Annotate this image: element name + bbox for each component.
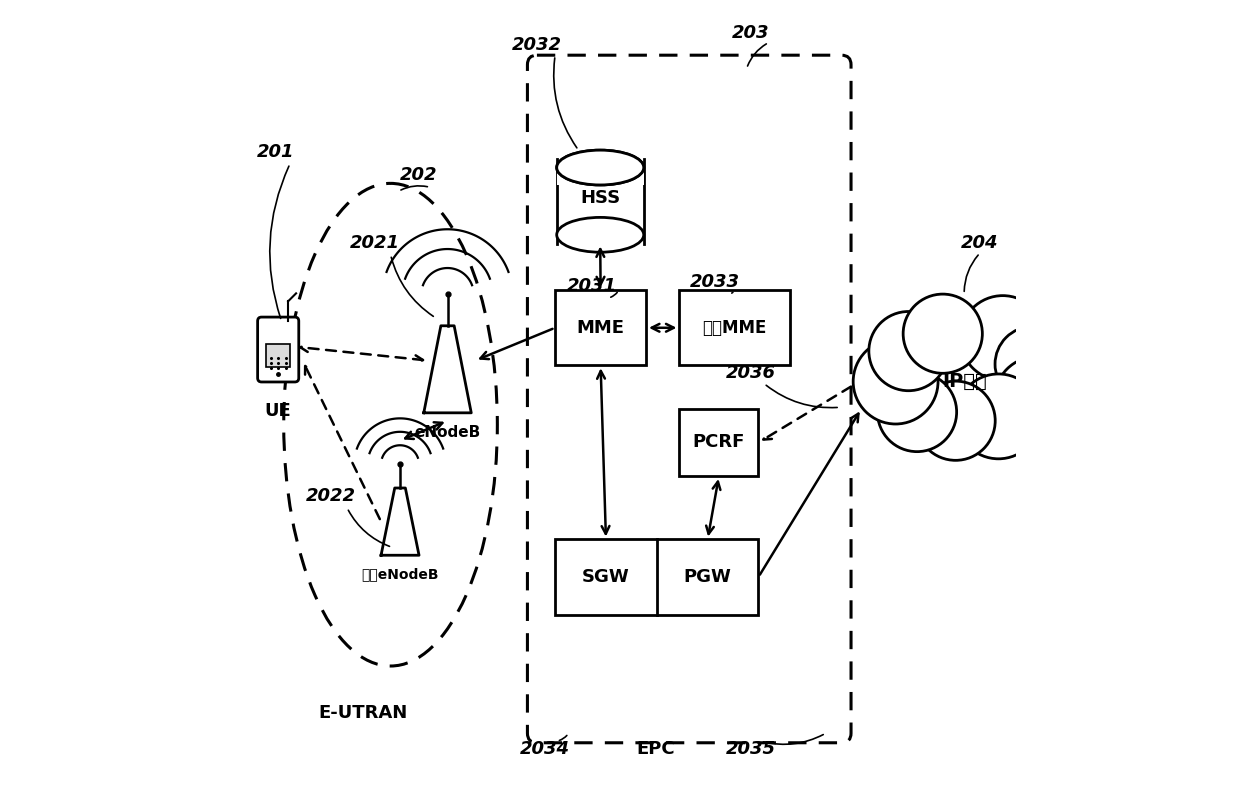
Text: E-UTRAN: E-UTRAN	[319, 704, 408, 723]
Text: 其它eNodeB: 其它eNodeB	[361, 567, 439, 581]
Text: 201: 201	[257, 143, 295, 160]
Ellipse shape	[557, 218, 644, 252]
FancyBboxPatch shape	[556, 539, 759, 615]
Ellipse shape	[284, 183, 497, 666]
Text: HSS: HSS	[580, 189, 620, 206]
Text: IP业务: IP业务	[942, 372, 987, 391]
Text: 204: 204	[961, 233, 998, 252]
Text: 其它MME: 其它MME	[703, 318, 766, 337]
Circle shape	[994, 326, 1070, 402]
Text: 2036: 2036	[725, 364, 775, 382]
Circle shape	[869, 311, 949, 391]
Circle shape	[878, 372, 956, 452]
Text: 2022: 2022	[306, 487, 356, 505]
Circle shape	[994, 357, 1080, 441]
Circle shape	[903, 294, 982, 373]
Text: PGW: PGW	[683, 568, 732, 586]
Text: MME: MME	[577, 318, 625, 337]
Text: EPC: EPC	[636, 740, 675, 758]
Polygon shape	[424, 326, 471, 413]
FancyBboxPatch shape	[557, 168, 644, 185]
Circle shape	[853, 339, 937, 424]
FancyBboxPatch shape	[556, 290, 646, 365]
Text: 202: 202	[399, 167, 436, 184]
FancyBboxPatch shape	[680, 409, 759, 476]
Text: 2031: 2031	[568, 277, 618, 295]
Text: eNodeB: eNodeB	[414, 425, 481, 440]
FancyBboxPatch shape	[527, 56, 851, 742]
Polygon shape	[381, 488, 419, 555]
Text: PCRF: PCRF	[693, 434, 745, 452]
Circle shape	[960, 295, 1045, 380]
FancyBboxPatch shape	[680, 290, 790, 365]
Text: 2021: 2021	[350, 233, 399, 252]
Text: UE: UE	[265, 402, 291, 420]
FancyBboxPatch shape	[265, 344, 290, 367]
Text: 2033: 2033	[689, 273, 740, 291]
Ellipse shape	[557, 150, 644, 185]
FancyBboxPatch shape	[258, 317, 299, 382]
Circle shape	[913, 308, 1016, 411]
Text: 2035: 2035	[725, 740, 775, 758]
Text: 2032: 2032	[512, 36, 562, 54]
Ellipse shape	[557, 150, 644, 185]
Circle shape	[956, 374, 1040, 459]
Text: 203: 203	[732, 24, 769, 42]
Circle shape	[916, 381, 996, 461]
Text: 2034: 2034	[520, 740, 570, 758]
Text: SGW: SGW	[582, 568, 630, 586]
